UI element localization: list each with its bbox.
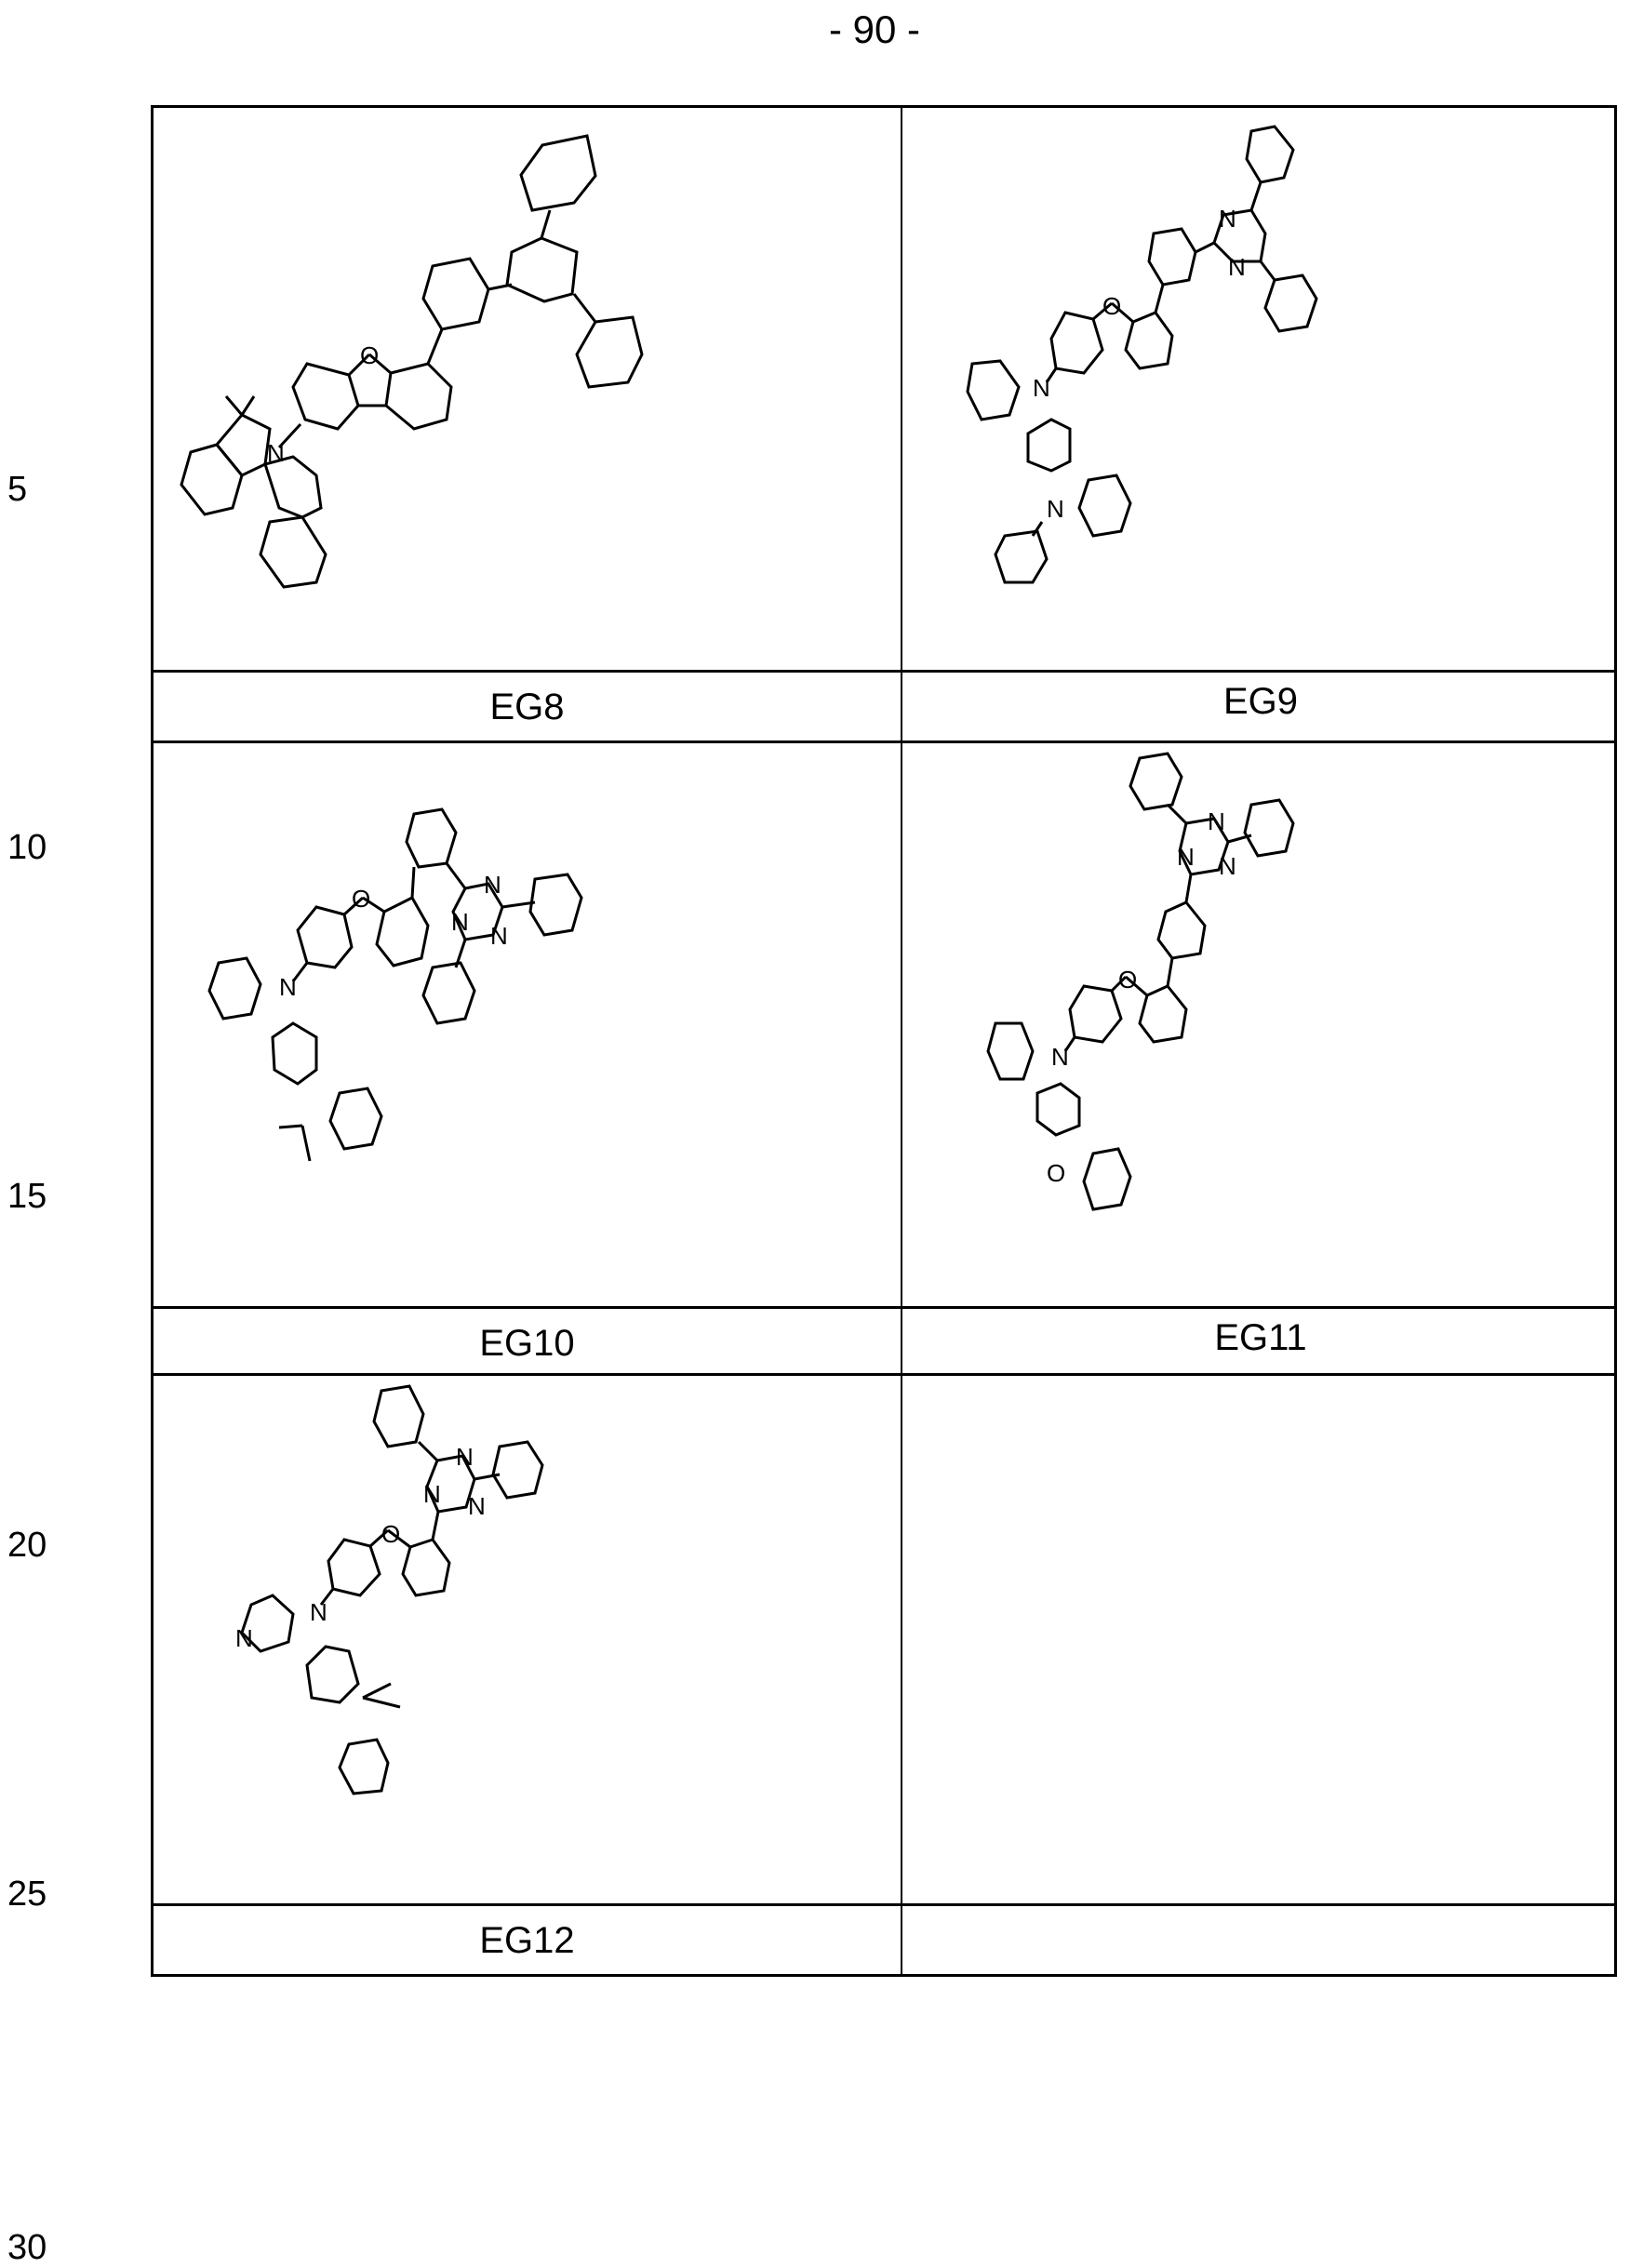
chemical-structure-eg11: N N N O N O (902, 744, 1619, 1302)
line-number: 20 (7, 1526, 47, 1566)
svg-text:N: N (279, 973, 297, 1001)
svg-text:O: O (360, 341, 379, 369)
svg-text:O: O (1118, 966, 1137, 994)
row-divider (154, 1306, 1614, 1309)
svg-text:N: N (310, 1598, 327, 1626)
line-number: 10 (7, 828, 47, 868)
svg-text:N: N (1208, 807, 1225, 835)
line-number: 25 (7, 1874, 47, 1914)
row-divider (154, 1903, 1614, 1906)
svg-text:N: N (1033, 374, 1050, 402)
svg-text:N: N (451, 908, 469, 936)
svg-text:N: N (468, 1492, 486, 1520)
svg-text:O: O (1047, 1159, 1065, 1187)
svg-text:N: N (1051, 1043, 1069, 1071)
svg-text:N: N (1228, 253, 1246, 281)
svg-text:O: O (1102, 292, 1121, 320)
page-number: - 90 - (0, 7, 1643, 52)
compound-label-eg12: EG12 (154, 1920, 901, 1962)
line-number: 30 (7, 2228, 47, 2268)
svg-text:N: N (423, 1480, 441, 1508)
row-divider (154, 1373, 1614, 1376)
svg-text:N: N (484, 871, 501, 899)
svg-text:O: O (381, 1520, 400, 1548)
svg-text:N: N (1219, 205, 1236, 233)
row-divider (154, 740, 1614, 743)
svg-text:N: N (235, 1624, 253, 1652)
chemical-structure-eg8: O N (154, 108, 898, 666)
compound-label-eg10: EG10 (154, 1323, 901, 1365)
svg-text:O: O (352, 885, 370, 913)
svg-text:N: N (490, 922, 508, 950)
compound-label-eg8: EG8 (154, 687, 901, 728)
line-number: 15 (7, 1177, 47, 1217)
svg-text:N: N (1177, 843, 1195, 871)
svg-text:N: N (1219, 852, 1236, 880)
compound-label-eg11: EG11 (902, 1317, 1619, 1359)
svg-text:N: N (456, 1443, 474, 1471)
chemical-structure-eg12: N N N O N N (154, 1377, 898, 1902)
svg-text:N: N (1047, 495, 1064, 523)
compound-label-eg9: EG9 (902, 681, 1619, 723)
compound-table: EG8 EG9 EG10 EG11 EG12 O N (151, 105, 1617, 1977)
line-number: 5 (7, 470, 27, 510)
chemical-structure-eg10: N N N O N (154, 744, 898, 1302)
row-divider (154, 670, 1614, 673)
chemical-structure-eg9: N N O N N (902, 108, 1619, 666)
